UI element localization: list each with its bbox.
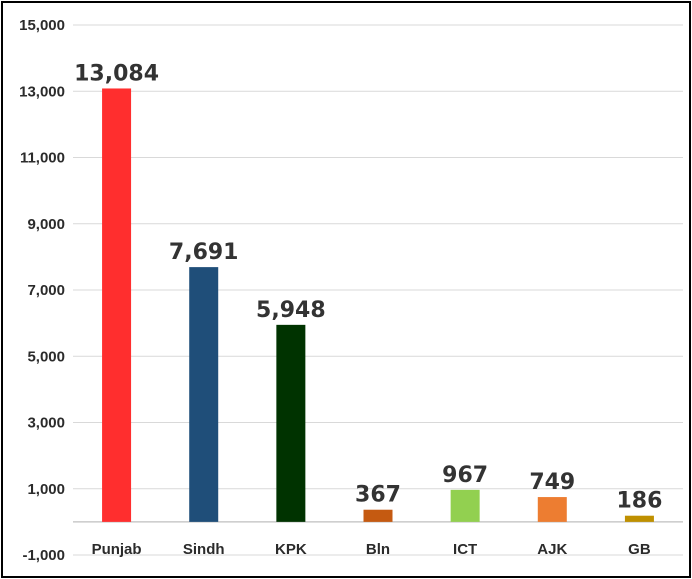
bar-ajk xyxy=(537,497,567,522)
category-label-ict: ICT xyxy=(453,541,477,558)
category-label-ajk: AJK xyxy=(537,541,567,558)
data-label-kpk: 5,948 xyxy=(256,298,326,323)
data-label-gb: 186 xyxy=(616,489,662,514)
data-label-sindh: 7,691 xyxy=(169,240,239,265)
bar-ict xyxy=(450,489,480,522)
bar-chart: -1,000 1,000 3,000 5,000 7,000 9,000 11,000 13,… xyxy=(19,17,683,564)
bar-bln xyxy=(363,509,393,522)
y-tick-label: 13,000 xyxy=(19,83,65,100)
data-label-ajk: 749 xyxy=(529,470,575,495)
category-label-bln: Bln xyxy=(366,541,390,558)
bar-kpk xyxy=(276,324,306,522)
bar-punjab xyxy=(102,88,132,522)
y-tick-label: -1,000 xyxy=(22,547,65,564)
y-tick-label: 3,000 xyxy=(27,415,65,432)
y-tick-label: 1,000 xyxy=(27,481,65,498)
bar-gb xyxy=(624,515,654,522)
y-tick-label: 5,000 xyxy=(27,348,65,365)
category-label-punjab: Punjab xyxy=(92,541,142,558)
y-tick-label: 7,000 xyxy=(27,282,65,299)
y-tick-label: 9,000 xyxy=(27,216,65,233)
category-label-sindh: Sindh xyxy=(183,541,225,558)
category-label-kpk: KPK xyxy=(275,541,307,558)
bar-sindh xyxy=(189,267,219,522)
y-tick-label: 15,000 xyxy=(19,17,65,34)
category-label-gb: GB xyxy=(628,541,651,558)
data-label-bln: 367 xyxy=(355,483,401,508)
data-label-punjab: 13,084 xyxy=(74,61,159,86)
y-tick-label: 11,000 xyxy=(20,150,65,167)
data-label-ict: 967 xyxy=(442,463,488,488)
